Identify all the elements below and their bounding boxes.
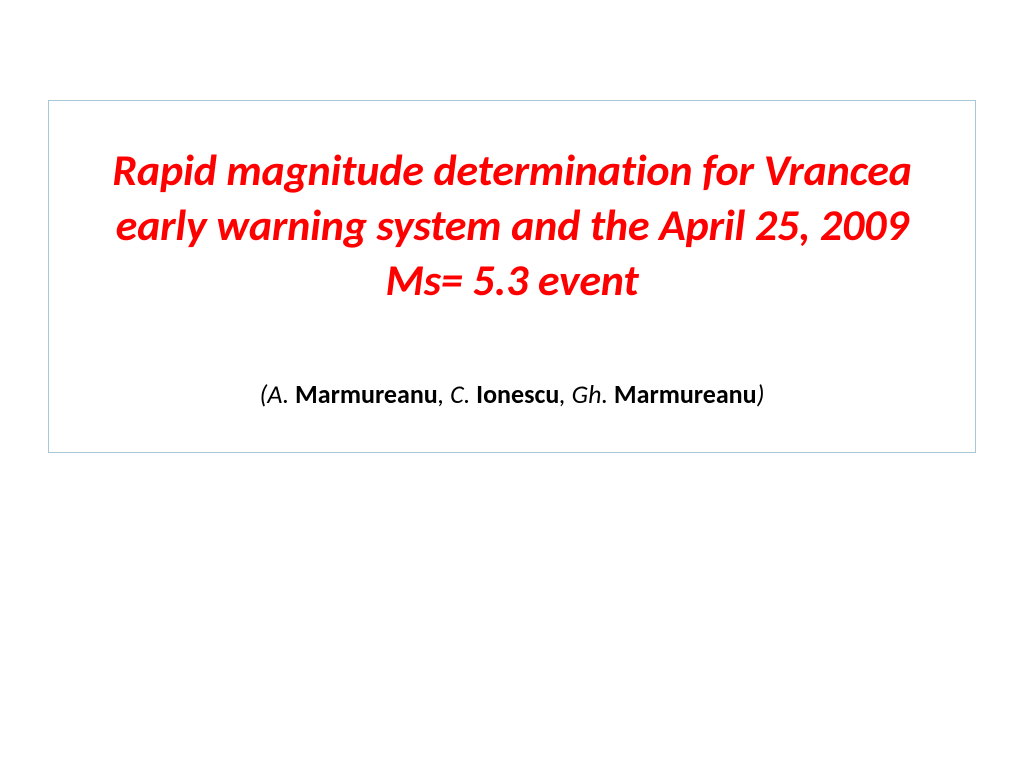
paren-close: ) (757, 378, 765, 410)
slide: Rapid magnitude determination for Vrance… (0, 0, 1024, 768)
author2-initial: C. (450, 378, 476, 410)
author3-initial: Gh. (572, 378, 614, 410)
content-box: Rapid magnitude determination for Vrance… (48, 100, 976, 453)
author1-initial: A. (267, 378, 295, 410)
sep1: , (438, 378, 450, 410)
author3-surname: Marmureanu (614, 378, 757, 410)
sep2: , (559, 378, 571, 410)
slide-title: Rapid magnitude determination for Vrance… (77, 143, 947, 308)
author1-surname: Marmureanu (295, 378, 438, 410)
authors-line: (A. Marmureanu, C. Ionescu, Gh. Marmurea… (77, 378, 947, 410)
author2-surname: Ionescu (476, 378, 559, 410)
